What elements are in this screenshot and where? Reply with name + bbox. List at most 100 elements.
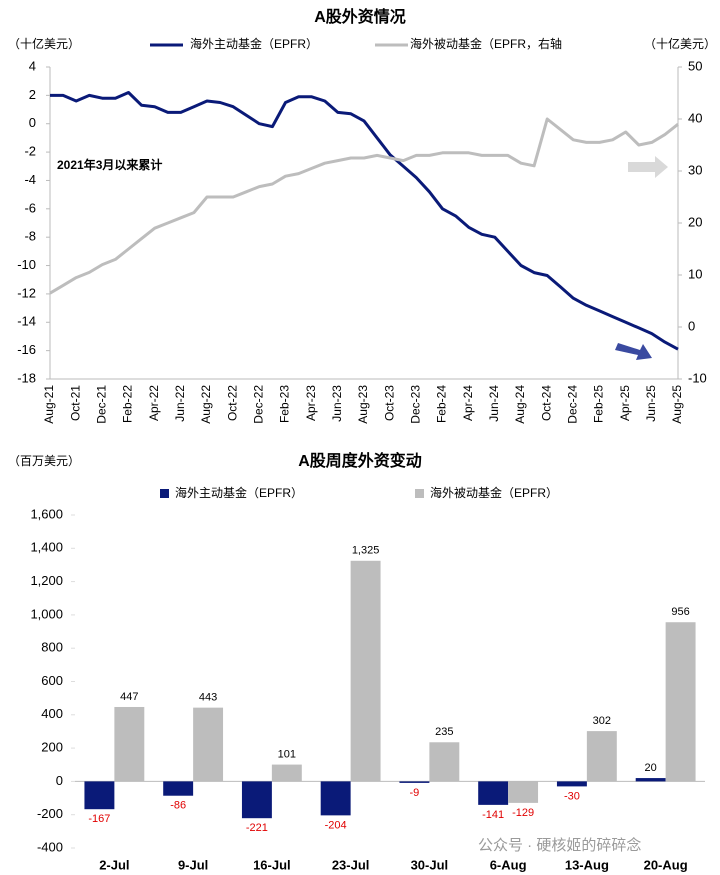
y-axis-label: （十亿美元） xyxy=(8,36,80,51)
arrow-decor xyxy=(628,156,668,178)
value-label: 447 xyxy=(120,691,138,703)
x-tick-label: Dec-24 xyxy=(566,385,580,424)
legend-label: 海外被动基金（EPFR） xyxy=(430,485,558,500)
value-label: 101 xyxy=(278,748,296,760)
bar xyxy=(478,781,509,805)
x-tick-label: Oct-21 xyxy=(68,385,82,421)
y-tick-label: -12 xyxy=(17,285,36,300)
x-tick-label: Dec-21 xyxy=(95,385,109,424)
bar xyxy=(508,781,539,803)
bar xyxy=(350,560,381,782)
value-label: -204 xyxy=(325,819,347,831)
bar xyxy=(665,622,696,782)
x-tick-label: Aug-23 xyxy=(356,385,370,424)
x-tick-label: 6-Aug xyxy=(490,857,527,872)
legend-label: 海外主动基金（EPFR） xyxy=(190,36,318,51)
y2-tick-label: 0 xyxy=(688,318,695,333)
bar xyxy=(271,764,302,782)
y-tick-label: -18 xyxy=(17,370,36,385)
value-label: 235 xyxy=(435,726,453,738)
x-tick-label: Apr-23 xyxy=(304,385,318,421)
bar xyxy=(84,781,115,810)
y-tick-label: 1,200 xyxy=(30,573,63,588)
x-tick-label: Apr-24 xyxy=(461,385,475,421)
value-label: -167 xyxy=(88,813,110,825)
y-tick-label: -200 xyxy=(37,806,63,821)
y-tick-label: 4 xyxy=(29,58,36,73)
value-label: 302 xyxy=(593,715,611,727)
y-tick-label: 1,000 xyxy=(30,606,63,621)
x-tick-label: Feb-24 xyxy=(435,385,449,423)
legend-swatch xyxy=(415,489,424,498)
y-tick-label: -16 xyxy=(17,342,36,357)
y2-tick-label: 10 xyxy=(688,266,702,281)
legend-swatch xyxy=(160,489,169,498)
x-tick-label: Dec-23 xyxy=(409,385,423,424)
bar xyxy=(556,781,587,787)
arrow-decor xyxy=(615,343,652,360)
x-tick-label: Jun-22 xyxy=(173,385,187,422)
y-tick-label: 800 xyxy=(41,640,63,655)
bar xyxy=(114,706,145,782)
x-tick-label: Aug-22 xyxy=(199,385,213,424)
x-tick-label: 20-Aug xyxy=(644,857,688,872)
y-tick-label: -2 xyxy=(24,144,36,159)
y-tick-label: -14 xyxy=(17,314,36,329)
x-tick-label: Aug-24 xyxy=(513,385,527,424)
x-tick-label: Feb-25 xyxy=(592,385,606,423)
x-tick-label: Oct-24 xyxy=(539,385,553,421)
chart-title: A股外资情况 xyxy=(314,7,406,26)
value-label: -141 xyxy=(482,809,504,821)
x-tick-label: Jun-24 xyxy=(487,385,501,422)
x-tick-label: Aug-21 xyxy=(42,385,56,424)
y-tick-label: -10 xyxy=(17,257,36,272)
bar xyxy=(163,781,194,796)
y-tick-label: -8 xyxy=(24,229,36,244)
value-label: 956 xyxy=(671,606,689,618)
bar xyxy=(320,781,351,816)
value-label: -9 xyxy=(410,787,420,799)
value-label: -30 xyxy=(564,790,580,802)
y-tick-label: 0 xyxy=(56,773,63,788)
bar xyxy=(241,781,272,819)
legend-label: 海外主动基金（EPFR） xyxy=(175,485,303,500)
x-tick-label: Apr-25 xyxy=(618,385,632,421)
x-tick-label: Apr-22 xyxy=(147,385,161,421)
x-tick-label: Aug-25 xyxy=(670,385,684,424)
x-tick-label: Feb-22 xyxy=(121,385,135,423)
bar xyxy=(586,731,617,782)
x-tick-label: Jun-23 xyxy=(330,385,344,422)
x-tick-label: Feb-23 xyxy=(278,385,292,423)
y2-tick-label: -10 xyxy=(688,370,707,385)
annotation: 2021年3月以来累计 xyxy=(57,157,162,172)
y2-tick-label: 20 xyxy=(688,214,702,229)
y2-tick-label: 50 xyxy=(688,58,702,73)
y-tick-label: 2 xyxy=(29,87,36,102)
bar xyxy=(635,778,666,782)
x-tick-label: 16-Jul xyxy=(253,857,291,872)
y-axis-label: （百万美元） xyxy=(8,454,80,468)
x-tick-label: Jun-25 xyxy=(644,385,658,422)
value-label: -129 xyxy=(512,807,534,819)
value-label: -221 xyxy=(246,822,268,834)
x-tick-label: 30-Jul xyxy=(411,857,449,872)
x-tick-label: 2-Jul xyxy=(99,857,129,872)
y2-axis-label: （十亿美元） xyxy=(644,36,716,51)
x-tick-label: Oct-23 xyxy=(382,385,396,421)
y-tick-label: -400 xyxy=(37,839,63,854)
value-label: 20 xyxy=(645,762,657,774)
series-line xyxy=(50,91,679,351)
y-tick-label: 1,400 xyxy=(30,540,63,555)
legend-label: 海外被动基金（EPFR，右轴 xyxy=(410,36,562,51)
bar xyxy=(429,742,460,782)
x-tick-label: 13-Aug xyxy=(565,857,609,872)
series-line xyxy=(49,117,679,295)
y2-tick-label: 30 xyxy=(688,162,702,177)
y-tick-label: 200 xyxy=(41,740,63,755)
y2-tick-label: 40 xyxy=(688,110,702,125)
chart-title: A股周度外资变动 xyxy=(298,451,422,470)
x-tick-label: 23-Jul xyxy=(332,857,370,872)
x-tick-label: Oct-22 xyxy=(225,385,239,421)
x-tick-label: Dec-22 xyxy=(252,385,266,424)
